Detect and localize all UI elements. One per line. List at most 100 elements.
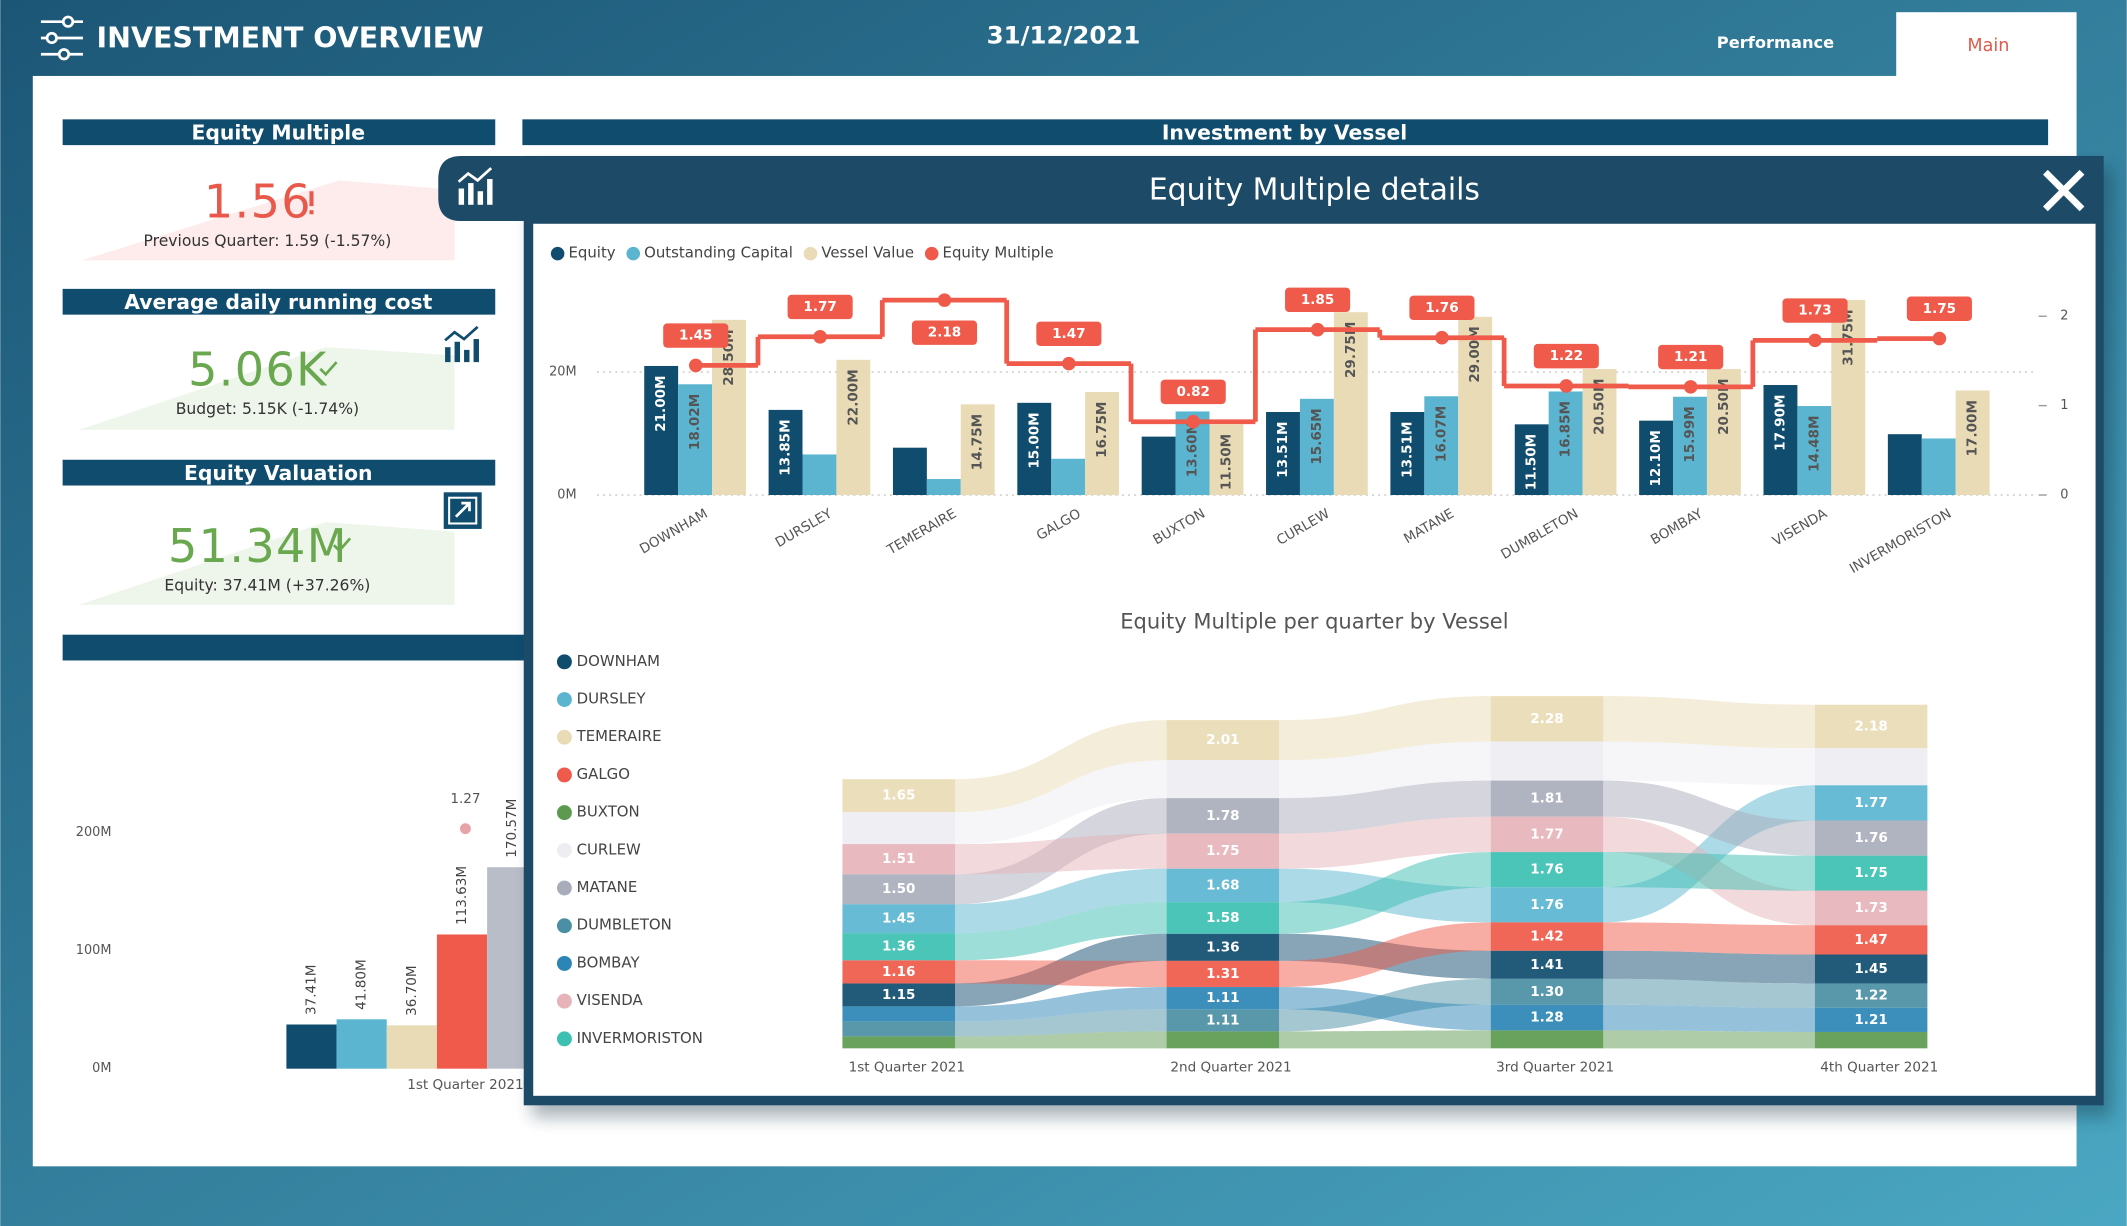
data-label: 2.18 [928, 325, 961, 341]
ribbon [1279, 922, 1491, 988]
legend-label: VISENDA [577, 991, 644, 1009]
legend-label: TEMERAIRE [576, 727, 662, 745]
ribbon [1603, 741, 1815, 786]
data-label: 1.45 [679, 328, 712, 344]
data-label: 15.00M [1026, 412, 1042, 468]
line-point [1435, 330, 1449, 345]
card-title-bar [62, 119, 496, 146]
data-label: 17.00M [1965, 400, 1981, 456]
ribbon-segment [1166, 798, 1280, 834]
data-label: 1.22 [1550, 348, 1583, 364]
data-label: 41.80M [354, 959, 370, 1009]
ribbon [1603, 1030, 1815, 1049]
data-label: 1.51 [882, 851, 915, 867]
data-label-box [1782, 298, 1848, 323]
bar [678, 384, 713, 496]
data-label: 2.28 [1530, 711, 1563, 727]
bar [892, 447, 927, 496]
ribbon-segment [1490, 1004, 1604, 1031]
bar [1921, 438, 1956, 496]
close-button[interactable] [2042, 169, 2085, 212]
page-title: INVESTMENT OVERVIEW [97, 21, 484, 54]
ribbon-segment [1814, 954, 1928, 984]
data-label: 1.11 [1206, 1012, 1239, 1028]
section-bar [62, 634, 531, 661]
data-label: 13.60M [1185, 421, 1201, 477]
export-icon[interactable] [443, 492, 482, 529]
legend-marker [556, 1031, 572, 1047]
ribbon-segment [842, 983, 956, 1007]
line-point [1559, 379, 1574, 393]
ribbon-segment [1490, 852, 1604, 888]
chart-icon[interactable] [444, 325, 479, 363]
bar [712, 319, 746, 496]
ribbon [955, 868, 1167, 934]
legend-marker [550, 246, 565, 261]
data-label: 1.50 [882, 881, 915, 897]
ribbon [955, 960, 1167, 988]
data-label: 1.78 [1206, 808, 1239, 824]
bar [1673, 396, 1707, 496]
line-point [1683, 380, 1698, 394]
menu-icon[interactable] [40, 15, 83, 61]
bar [802, 454, 837, 496]
data-label: 21.00M [653, 375, 669, 431]
ribbon-segment [1814, 1007, 1928, 1032]
tick-label: 2 [2060, 309, 2068, 324]
data-label-box [1285, 287, 1351, 313]
bar [386, 1025, 437, 1069]
data-label: 1.76 [1530, 897, 1563, 913]
card-title: Equity Multiple [191, 121, 365, 145]
ribbon-segment [1166, 760, 1280, 799]
ribbon [1279, 696, 1491, 761]
line-point [1310, 322, 1325, 337]
ribbon-segment [1814, 785, 1928, 821]
legend-label: Equity Multiple [943, 244, 1054, 262]
ribbon [1603, 922, 1815, 955]
ribbon [1279, 1030, 1491, 1049]
data-label: 1.75 [1923, 301, 1956, 317]
alert-icon [309, 191, 314, 215]
ribbon-segment [842, 844, 956, 875]
legend-marker [626, 246, 641, 261]
bar [1458, 316, 1493, 496]
ribbon [955, 1009, 1167, 1037]
tab-performance[interactable]: Performance [1717, 33, 1834, 52]
data-label: 1.45 [882, 911, 915, 927]
data-label: 170.57M [504, 799, 520, 858]
ribbon-segment [1166, 833, 1280, 869]
data-label: 1.76 [1854, 830, 1887, 846]
bar [768, 409, 803, 496]
ribbon-segment [1166, 1009, 1280, 1032]
data-label: 1.73 [1854, 900, 1887, 916]
bar [1797, 406, 1832, 496]
data-label: 36.70M [404, 965, 420, 1015]
ribbon-segment [1814, 925, 1928, 955]
data-label: 29.00M [1467, 326, 1483, 382]
data-label: 1.47 [1052, 326, 1085, 342]
data-label: 1.45 [1854, 961, 1887, 977]
data-label: 2.01 [1206, 732, 1239, 748]
kpi-value: 5.06K [188, 342, 328, 396]
tab-main-bg[interactable] [1896, 12, 2077, 78]
bar [1706, 369, 1741, 496]
tab-main[interactable]: Main [1967, 36, 2009, 56]
modal-tab[interactable] [438, 155, 526, 222]
tick-label: 20M [549, 365, 577, 380]
line-point [1062, 356, 1076, 371]
data-label: 1.16 [882, 964, 915, 980]
card-title-bar [62, 459, 496, 486]
bar [336, 1019, 387, 1069]
card-sparkline [78, 522, 455, 605]
bar [1390, 411, 1425, 496]
legend-label: Equity [568, 244, 615, 262]
bar [436, 934, 488, 1069]
ribbon-segment [842, 874, 956, 905]
data-label: 1.30 [1530, 984, 1563, 1000]
ribbon-segment [1490, 696, 1604, 742]
legend-marker [556, 729, 572, 745]
data-label: 15.65M [1309, 408, 1325, 464]
data-label: 1.15 [882, 987, 915, 1003]
tick-label: 0M [557, 488, 576, 503]
